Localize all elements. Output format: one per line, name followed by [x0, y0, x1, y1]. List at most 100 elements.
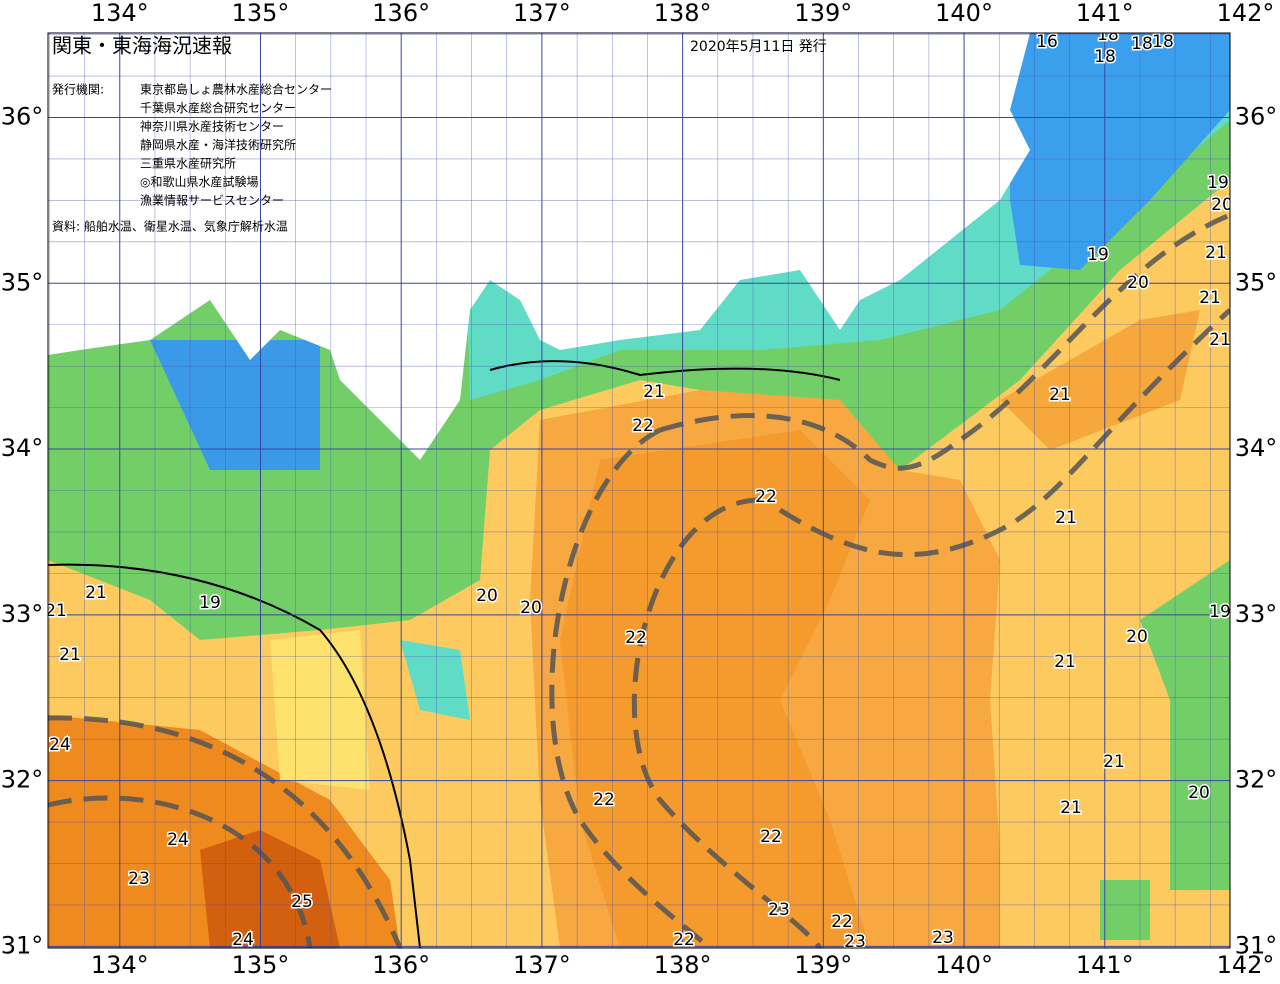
lon-tick-label: 140° [935, 0, 993, 27]
lat-tick-label: 36° [1, 103, 44, 131]
lon-tick-label: 137° [513, 0, 571, 27]
sea-orange [1000, 310, 1200, 450]
lon-tick-label: 139° [794, 0, 852, 27]
land [48, 33, 460, 270]
agency: 千葉県水産総合研究センター [140, 100, 296, 115]
lon-tick-label: 142° [1217, 0, 1275, 27]
lon-tick-label: 142° [1217, 951, 1275, 979]
contour-label: 18 [1152, 32, 1174, 52]
contour-label: 16 [1036, 32, 1058, 52]
lon-tick-label: 136° [372, 951, 430, 979]
contour-label: 22 [760, 827, 782, 847]
current-axis [48, 795, 313, 948]
current-axis [48, 715, 403, 948]
contour-line [489, 360, 841, 381]
lat-tick-label: 34° [1, 434, 44, 462]
contour-label: 25 [291, 892, 313, 912]
contour-label: 21 [85, 583, 107, 603]
lon-tick-label: 138° [654, 0, 712, 27]
contour-label: 18 [1097, 25, 1119, 45]
sea-orange-dark [560, 430, 870, 948]
contour-label: 19 [1209, 602, 1231, 622]
title: 関東・東海海況速報 [52, 34, 232, 58]
lat-tick-label: 33° [1, 600, 44, 628]
contour-label: 21 [59, 645, 81, 665]
contour-label: 19 [1087, 245, 1109, 265]
contour-label: 22 [625, 628, 647, 648]
lon-tick-label: 140° [935, 951, 993, 979]
lon-tick-label: 137° [513, 951, 571, 979]
lat-tick-label: 31° [1235, 931, 1278, 959]
contour-label: 22 [593, 790, 615, 810]
contour-label: 21 [1209, 330, 1231, 350]
contour-label: 22 [673, 930, 695, 950]
contour-label: 21 [1054, 652, 1076, 672]
inland-sea [150, 340, 320, 470]
source: 資料: 船舶水温、衛星水温、気象庁解析水温 [52, 219, 288, 234]
contour-label: 21 [643, 382, 665, 402]
agency: 神奈川県水産技術センター [140, 119, 284, 134]
contour-label: 19 [199, 593, 221, 613]
contour-label: 19 [1207, 173, 1229, 193]
lon-tick-label: 134° [91, 951, 149, 979]
contour-label: 18 [1131, 34, 1153, 54]
contour-label: 23 [932, 928, 954, 948]
sea-cyan [400, 640, 470, 720]
lat-tick-label: 36° [1235, 103, 1278, 131]
current-axis [549, 427, 712, 948]
agency: 漁業情報サービスセンター [140, 194, 284, 208]
map-frame [47, 32, 1231, 949]
contour-label: 24 [49, 735, 71, 755]
contour-label: 23 [768, 900, 790, 920]
agency: 三重県水産研究所 [140, 156, 236, 171]
contour-label: 24 [232, 930, 254, 950]
agency: 東京都島しょ農林水産総合センター [140, 82, 332, 97]
lon-tick-label: 139° [794, 951, 852, 979]
current-axis [631, 497, 823, 948]
lat-tick-label: 34° [1235, 434, 1278, 462]
lon-tick-label: 141° [1076, 951, 1134, 979]
lat-tick-label: 35° [1, 268, 44, 296]
sea-green [1140, 560, 1230, 890]
contour-label: 21 [1055, 508, 1077, 528]
lon-tick-label: 138° [654, 951, 712, 979]
lat-tick-label: 32° [1, 766, 44, 794]
contour-label: 20 [1188, 783, 1210, 803]
contour-label: 20 [520, 598, 542, 618]
contour-label: 21 [1049, 385, 1071, 405]
lon-tick-label: 141° [1076, 0, 1134, 27]
contour-label: 18 [1094, 47, 1116, 67]
graticule [48, 33, 1230, 948]
lon-tick-label: 136° [372, 0, 430, 27]
agency: 静岡県水産・海洋技術研究所 [140, 137, 296, 152]
contour-label: 20 [1127, 273, 1149, 293]
lon-tick-label: 135° [232, 0, 290, 27]
contour-label: 20 [1126, 627, 1148, 647]
contour-label: 20 [1211, 195, 1233, 215]
agency: ◎和歌山県水産試験場 [140, 174, 258, 189]
lon-tick-label: 134° [91, 0, 149, 27]
contour-label: 21 [1060, 798, 1082, 818]
publisher-label: 発行機関: [52, 82, 104, 97]
sea-green [1100, 880, 1150, 940]
contour-label: 22 [632, 416, 654, 436]
sea-yellow [270, 630, 370, 790]
lat-tick-label: 32° [1235, 766, 1278, 794]
contour-label: 23 [844, 932, 866, 952]
lon-tick-label: 135° [232, 951, 290, 979]
contour-label: 24 [167, 830, 189, 850]
contour-label: 21 [1199, 288, 1221, 308]
current-axis [778, 308, 1230, 558]
contour-label: 21 [1103, 752, 1125, 772]
contour-line [48, 563, 421, 948]
lat-tick-label: 31° [1, 931, 44, 959]
contour-label: 21 [45, 601, 67, 621]
contour-label: 22 [755, 487, 777, 507]
issue-date: 2020年5月11日 発行 [690, 39, 827, 55]
contour-label: 23 [128, 869, 150, 889]
contour-label: 22 [831, 912, 853, 932]
